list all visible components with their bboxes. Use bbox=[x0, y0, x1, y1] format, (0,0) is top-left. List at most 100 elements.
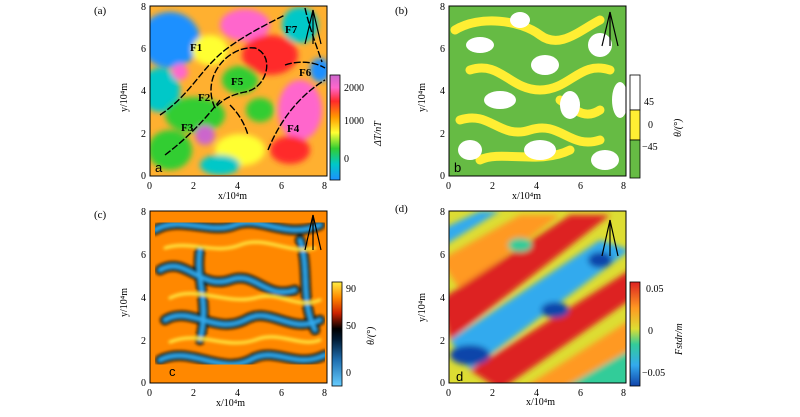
y-tick: 4 bbox=[141, 86, 146, 97]
fault-label-f1: F1 bbox=[190, 42, 202, 54]
panel-b-colorbar: 45 0 −45 θ/(°) bbox=[629, 74, 684, 179]
north-arrow-c bbox=[304, 214, 322, 251]
colorbar-label: ΔT/nT bbox=[373, 120, 384, 147]
panel-a: (a) bbox=[94, 2, 384, 202]
panel-d-inner-label: d bbox=[456, 369, 463, 384]
panel-c: (c) bbox=[94, 207, 377, 409]
colorbar-tick: 0 bbox=[648, 120, 653, 131]
y-tick: 0 bbox=[440, 378, 445, 389]
x-tick: 2 bbox=[191, 388, 196, 399]
x-tick: 6 bbox=[279, 181, 284, 192]
panel-b-xlabel: x/10⁴m bbox=[512, 191, 541, 202]
y-tick: 8 bbox=[440, 207, 445, 218]
y-tick: 0 bbox=[141, 378, 146, 389]
panel-c-yticks: 0 2 4 6 8 bbox=[141, 207, 146, 389]
panel-c-map: c bbox=[150, 211, 327, 383]
panel-b-xticks: 0 2 4 6 8 bbox=[446, 181, 626, 192]
panel-d-xticks: 0 2 4 6 8 bbox=[446, 388, 626, 399]
x-tick: 6 bbox=[578, 388, 583, 399]
panel-d-yticks: 0 2 4 6 8 bbox=[440, 207, 445, 389]
panel-d-label: (d) bbox=[395, 203, 408, 215]
x-tick: 6 bbox=[578, 181, 583, 192]
y-tick: 6 bbox=[141, 44, 146, 55]
panel-b-inner-label: b bbox=[454, 160, 461, 175]
panel-a-yticks: 0 2 4 6 8 bbox=[141, 2, 146, 182]
panel-b-map: b bbox=[449, 6, 626, 176]
colorbar-tick: 45 bbox=[644, 97, 654, 108]
panel-c-label: (c) bbox=[94, 209, 107, 221]
fault-label-f2: F2 bbox=[198, 92, 211, 104]
fault-label-f7: F7 bbox=[285, 24, 298, 36]
colorbar-label: θ/(°) bbox=[673, 118, 684, 137]
x-tick: 8 bbox=[621, 181, 626, 192]
panel-a-ylabel: y/10⁴m bbox=[119, 83, 130, 112]
panel-d-xlabel: x/10⁴m bbox=[526, 397, 555, 408]
panel-a-colorbar: 2000 1000 0 ΔT/nT bbox=[329, 74, 384, 181]
fault-label-f4: F4 bbox=[287, 123, 300, 135]
panel-a-inner-label: a bbox=[155, 160, 163, 175]
x-tick: 0 bbox=[147, 388, 152, 399]
y-tick: 0 bbox=[440, 171, 445, 182]
y-tick: 2 bbox=[440, 336, 445, 347]
y-tick: 2 bbox=[440, 129, 445, 140]
y-tick: 6 bbox=[440, 44, 445, 55]
panel-d-colorbar: 0.05 0 −0.05 Fstdr/m bbox=[629, 281, 685, 387]
x-tick: 4 bbox=[235, 181, 240, 192]
x-tick: 6 bbox=[279, 388, 284, 399]
panel-a-xticks: 0 2 4 6 8 bbox=[147, 181, 327, 192]
colorbar-tick: −45 bbox=[642, 142, 658, 153]
panel-a-label: (a) bbox=[94, 5, 107, 17]
panel-b-label: (b) bbox=[395, 5, 408, 17]
colorbar-label: θ/(°) bbox=[366, 326, 377, 345]
north-arrow-d bbox=[601, 219, 619, 257]
colorbar-tick: 0 bbox=[648, 326, 653, 337]
panel-d: (d) d x/10⁴m y/10⁴m bbox=[395, 203, 685, 408]
colorbar-tick: 0.05 bbox=[646, 284, 664, 295]
y-tick: 4 bbox=[440, 293, 445, 304]
x-tick: 8 bbox=[621, 388, 626, 399]
y-tick: 2 bbox=[141, 336, 146, 347]
colorbar-tick: 50 bbox=[346, 321, 356, 332]
x-tick: 2 bbox=[490, 388, 495, 399]
x-tick: 2 bbox=[191, 181, 196, 192]
y-tick: 6 bbox=[141, 250, 146, 261]
panel-c-colorbar: 90 50 0 θ/(°) bbox=[331, 281, 377, 387]
panel-d-map: d bbox=[449, 211, 626, 384]
y-tick: 8 bbox=[141, 2, 146, 13]
x-tick: 2 bbox=[490, 181, 495, 192]
colorbar-tick: 0 bbox=[346, 368, 351, 379]
panel-d-ylabel: y/10⁴m bbox=[417, 293, 428, 322]
y-tick: 8 bbox=[141, 207, 146, 218]
fault-label-f6: F6 bbox=[299, 67, 312, 79]
colorbar-tick: 90 bbox=[346, 284, 356, 295]
panel-c-xticks: 0 2 4 6 8 bbox=[147, 388, 327, 399]
x-tick: 4 bbox=[534, 181, 539, 192]
x-tick: 0 bbox=[446, 388, 451, 399]
panel-b: (b) b bbox=[395, 2, 684, 202]
x-tick: 8 bbox=[322, 388, 327, 399]
panel-c-inner-label: c bbox=[169, 364, 176, 379]
y-tick: 2 bbox=[141, 129, 146, 140]
colorbar-tick: 2000 bbox=[344, 83, 364, 94]
y-tick: 4 bbox=[141, 293, 146, 304]
colorbar-tick: 1000 bbox=[344, 116, 364, 127]
y-tick: 4 bbox=[440, 86, 445, 97]
north-arrow-b bbox=[601, 11, 619, 47]
fault-label-f5: F5 bbox=[231, 76, 244, 88]
panel-c-ylabel: y/10⁴m bbox=[119, 288, 130, 317]
x-tick: 0 bbox=[147, 181, 152, 192]
colorbar-tick: 0 bbox=[344, 154, 349, 165]
y-tick: 0 bbox=[141, 171, 146, 182]
panel-c-xlabel: x/10⁴m bbox=[216, 398, 245, 409]
panel-b-ylabel: y/10⁴m bbox=[417, 83, 428, 112]
x-tick: 0 bbox=[446, 181, 451, 192]
panel-a-map: F1 F2 F3 F4 F5 F6 F7 a bbox=[150, 6, 327, 176]
y-tick: 8 bbox=[440, 2, 445, 13]
x-tick: 4 bbox=[235, 388, 240, 399]
x-tick: 8 bbox=[322, 181, 327, 192]
fault-label-f3: F3 bbox=[181, 122, 194, 134]
panel-a-xlabel: x/10⁴m bbox=[218, 191, 247, 202]
x-tick: 4 bbox=[534, 388, 539, 399]
y-tick: 6 bbox=[440, 250, 445, 261]
